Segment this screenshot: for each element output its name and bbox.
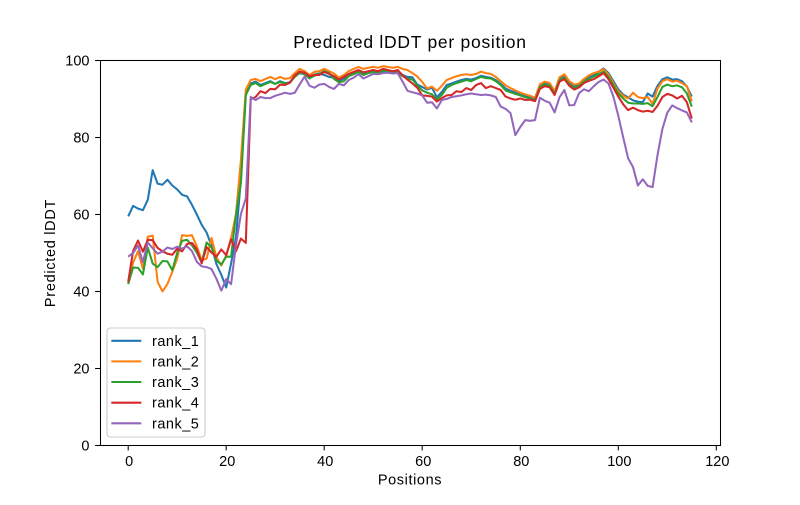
svg-text:rank_1: rank_1 xyxy=(152,334,199,350)
svg-text:20: 20 xyxy=(73,362,89,378)
svg-text:rank_4: rank_4 xyxy=(152,396,199,412)
svg-text:60: 60 xyxy=(415,454,431,470)
svg-text:Predicted lDDT: Predicted lDDT xyxy=(43,199,59,307)
svg-text:120: 120 xyxy=(705,454,729,470)
svg-text:Predicted lDDT per position: Predicted lDDT per position xyxy=(293,32,526,52)
svg-text:rank_2: rank_2 xyxy=(152,354,199,370)
svg-text:80: 80 xyxy=(73,131,89,147)
svg-text:0: 0 xyxy=(125,454,133,470)
svg-text:20: 20 xyxy=(219,454,235,470)
svg-text:40: 40 xyxy=(73,285,89,301)
svg-text:100: 100 xyxy=(65,54,89,70)
svg-text:rank_3: rank_3 xyxy=(152,375,199,391)
svg-text:40: 40 xyxy=(317,454,333,470)
svg-text:80: 80 xyxy=(513,454,529,470)
svg-text:0: 0 xyxy=(81,439,89,455)
svg-text:rank_5: rank_5 xyxy=(152,416,199,432)
svg-text:Positions: Positions xyxy=(378,472,442,488)
svg-text:100: 100 xyxy=(607,454,631,470)
svg-text:60: 60 xyxy=(73,208,89,224)
